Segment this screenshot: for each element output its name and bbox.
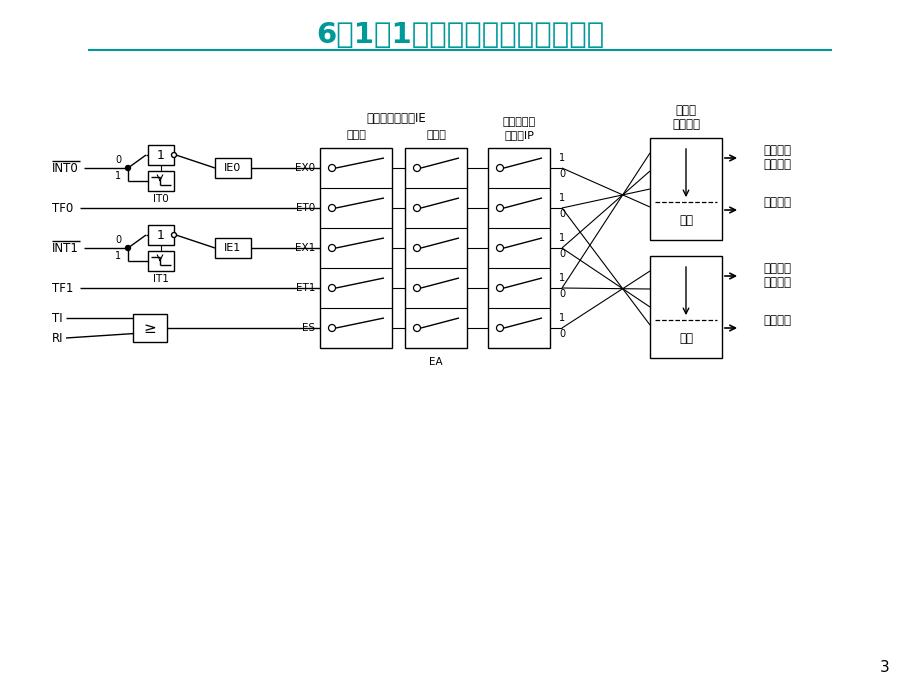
Text: 1: 1 xyxy=(559,193,564,203)
Text: 优先级: 优先级 xyxy=(675,104,696,117)
Text: 中断优先级: 中断优先级 xyxy=(502,117,535,127)
Circle shape xyxy=(328,244,335,251)
Text: 1: 1 xyxy=(115,171,121,181)
Circle shape xyxy=(496,164,503,172)
Circle shape xyxy=(328,204,335,212)
Text: 寄存器IP: 寄存器IP xyxy=(504,130,533,140)
Text: 向量入口: 向量入口 xyxy=(762,195,790,208)
Circle shape xyxy=(413,324,420,331)
Circle shape xyxy=(413,164,420,172)
Bar xyxy=(650,256,721,358)
Bar xyxy=(148,171,174,191)
Circle shape xyxy=(496,284,503,291)
Text: ET0: ET0 xyxy=(295,203,314,213)
Text: 1: 1 xyxy=(559,153,564,163)
Text: TF0: TF0 xyxy=(52,201,74,215)
Text: 源码: 源码 xyxy=(678,213,692,226)
Text: 0: 0 xyxy=(559,329,564,339)
Circle shape xyxy=(125,246,130,250)
Text: 0: 0 xyxy=(115,235,121,245)
Text: 0: 0 xyxy=(559,249,564,259)
Bar xyxy=(148,251,174,271)
Text: 低优先级: 低优先级 xyxy=(762,262,790,275)
Text: 0: 0 xyxy=(559,209,564,219)
Circle shape xyxy=(496,324,503,331)
Text: EX0: EX0 xyxy=(295,163,314,173)
Text: 3: 3 xyxy=(879,660,889,676)
Text: 1: 1 xyxy=(115,251,121,261)
Text: 1: 1 xyxy=(559,273,564,283)
Text: TF1: TF1 xyxy=(52,282,74,295)
Text: EX1: EX1 xyxy=(294,243,314,253)
Text: 1: 1 xyxy=(157,228,165,242)
Circle shape xyxy=(496,244,503,251)
Text: IT0: IT0 xyxy=(153,194,169,204)
Text: RI: RI xyxy=(52,331,63,344)
Circle shape xyxy=(413,284,420,291)
Circle shape xyxy=(413,244,420,251)
Text: 中断请求: 中断请求 xyxy=(762,275,790,288)
Bar xyxy=(320,148,391,348)
Text: IE0: IE0 xyxy=(224,163,242,173)
Text: INT0: INT0 xyxy=(52,161,79,175)
Text: 中断请求: 中断请求 xyxy=(762,157,790,170)
Text: 中断允许寄存器IE: 中断允许寄存器IE xyxy=(366,112,425,124)
Circle shape xyxy=(328,284,335,291)
Circle shape xyxy=(496,204,503,212)
Bar xyxy=(404,148,467,348)
Text: 1: 1 xyxy=(559,313,564,323)
Text: INT1: INT1 xyxy=(52,241,79,255)
Circle shape xyxy=(171,233,176,237)
Text: 0: 0 xyxy=(559,289,564,299)
Text: ES: ES xyxy=(301,323,314,333)
Text: TI: TI xyxy=(52,311,62,324)
Text: 源码: 源码 xyxy=(678,331,692,344)
Text: 6．1．1中断系统结构与中断控制: 6．1．1中断系统结构与中断控制 xyxy=(315,21,604,49)
Text: EA: EA xyxy=(429,357,442,367)
Bar xyxy=(148,225,174,245)
Text: IT1: IT1 xyxy=(153,274,169,284)
Bar xyxy=(215,158,251,178)
Circle shape xyxy=(328,164,335,172)
Circle shape xyxy=(413,204,420,212)
Bar xyxy=(215,238,251,258)
Text: 向量入口: 向量入口 xyxy=(762,313,790,326)
Text: 高优先级: 高优先级 xyxy=(762,144,790,157)
Text: 源允许: 源允许 xyxy=(346,130,366,140)
Circle shape xyxy=(328,324,335,331)
Text: 0: 0 xyxy=(559,169,564,179)
Circle shape xyxy=(171,152,176,157)
Bar xyxy=(148,145,174,165)
Text: ET1: ET1 xyxy=(295,283,314,293)
Text: 1: 1 xyxy=(157,148,165,161)
Text: 1: 1 xyxy=(559,233,564,243)
Text: 总允许: 总允许 xyxy=(425,130,446,140)
Text: ≥: ≥ xyxy=(143,320,156,335)
Bar xyxy=(133,314,167,342)
Circle shape xyxy=(125,166,130,170)
Bar xyxy=(650,138,721,240)
Bar xyxy=(487,148,550,348)
Text: 0: 0 xyxy=(115,155,121,165)
Text: 查询电路: 查询电路 xyxy=(671,117,699,130)
Text: IE1: IE1 xyxy=(224,243,242,253)
